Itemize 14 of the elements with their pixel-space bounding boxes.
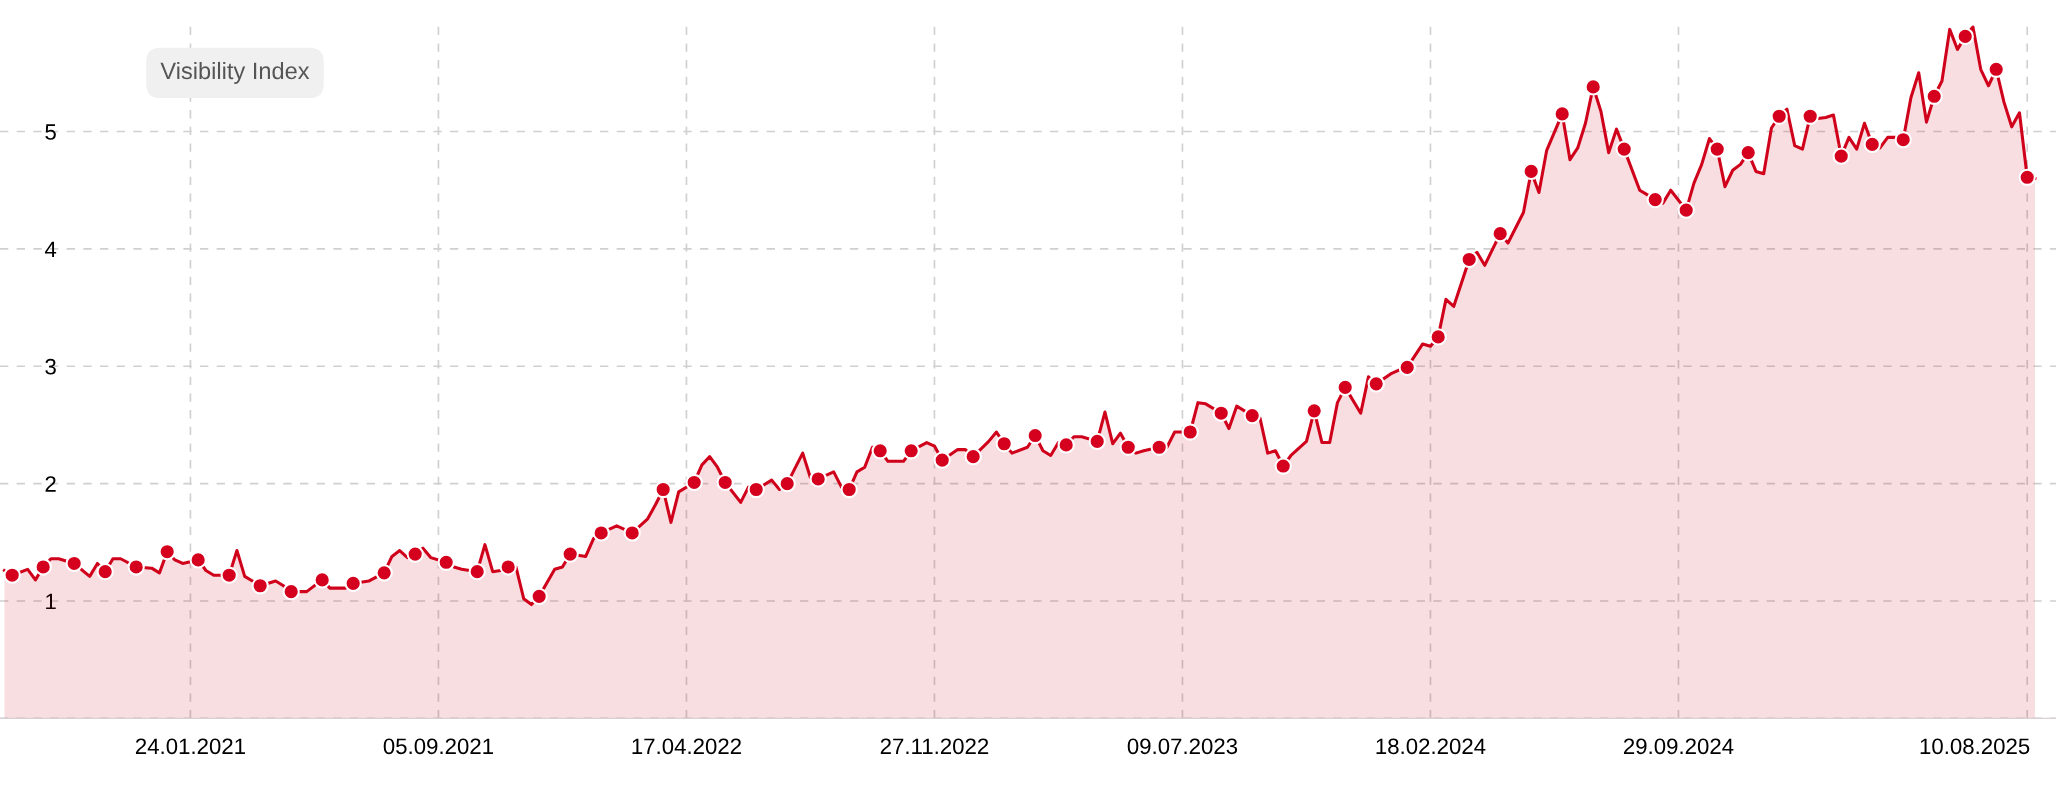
y-tick-label: 5: [45, 124, 56, 140]
x-tick-label: 24.01.2021: [135, 738, 245, 755]
x-tick-label: 10.08.2025: [1920, 738, 2030, 755]
x-tick-label: 09.07.2023: [1127, 738, 1238, 755]
y-tick-label: 1: [46, 593, 56, 610]
text: Visibility Index: [160, 61, 310, 84]
x-tick-label: 05.09.2021: [383, 738, 493, 755]
y-tick-label: 4: [44, 241, 57, 257]
y-tick-label: 2: [45, 476, 56, 492]
x-tick-label: 18.02.2024: [1376, 738, 1486, 755]
x-tick-label: 17.04.2022: [632, 738, 741, 755]
x-tick-label: 27.11.2022: [880, 738, 989, 755]
y-tick-label: 3: [45, 358, 56, 375]
x-tick-label: 29.09.2024: [1623, 738, 1734, 755]
